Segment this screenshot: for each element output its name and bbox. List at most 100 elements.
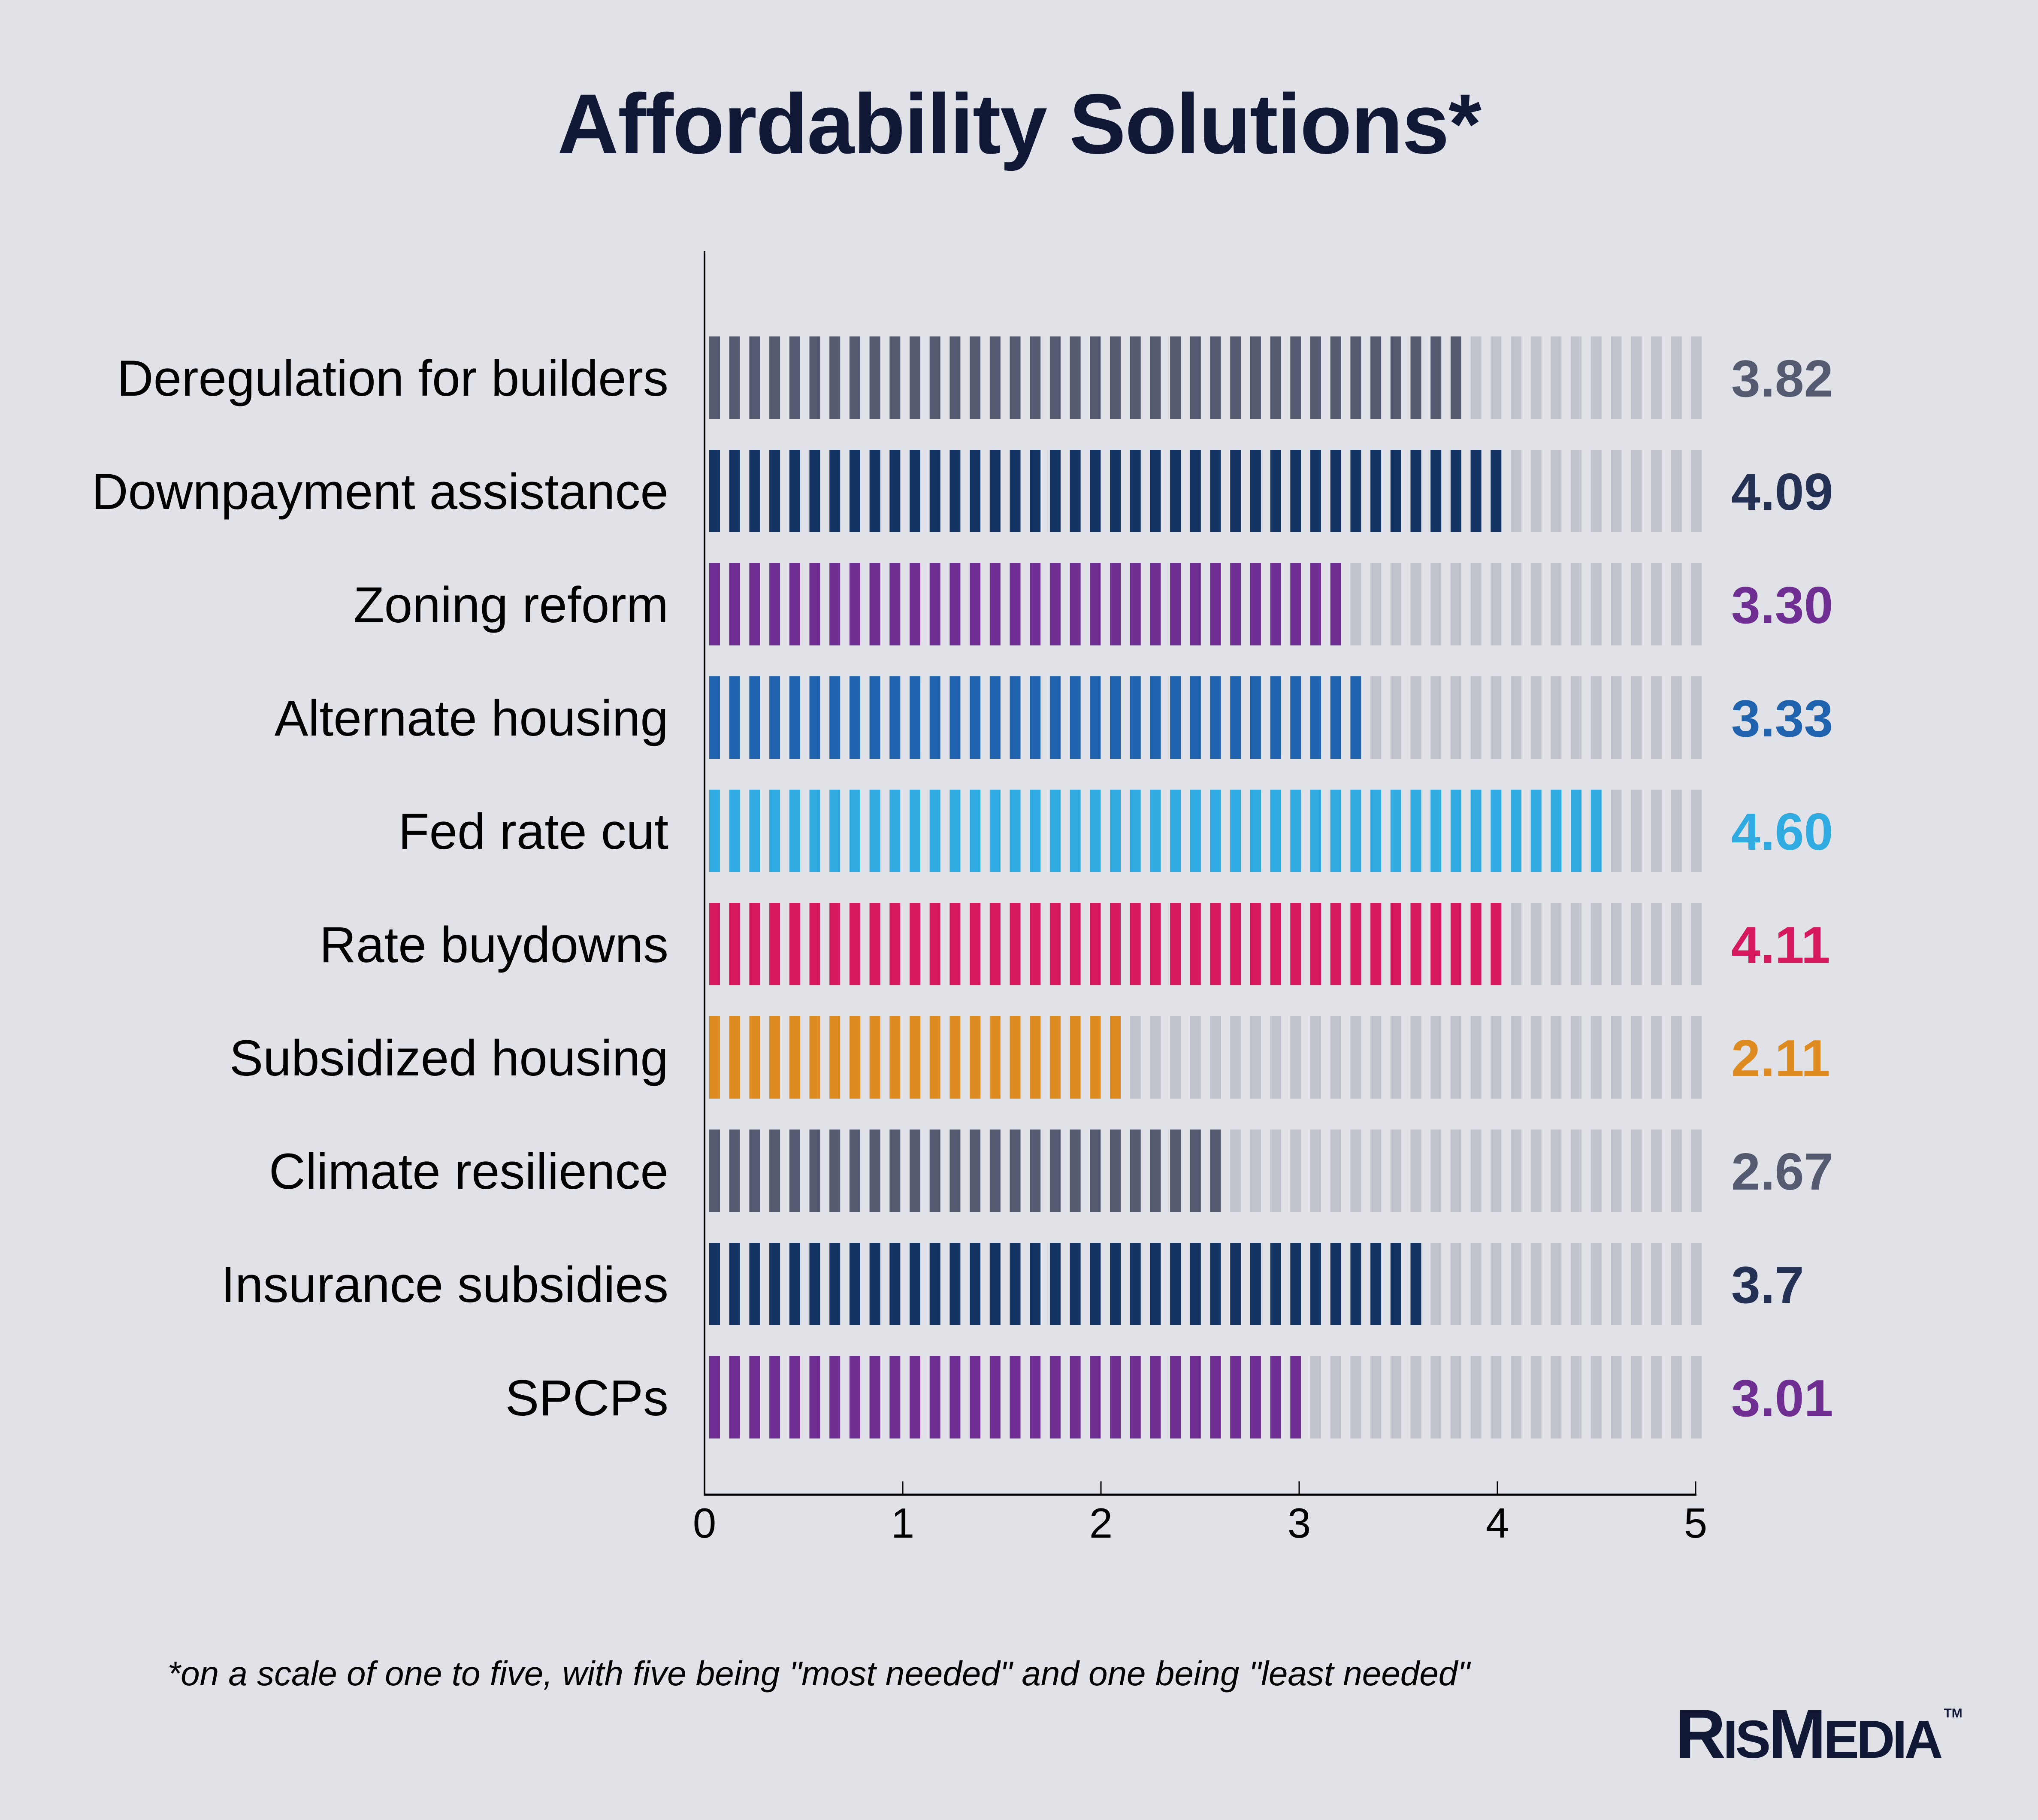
bar-stripe-track: [1230, 1016, 1241, 1099]
bar-stripe-filled: [1190, 1356, 1201, 1438]
bar-stripe-filled: [869, 450, 880, 532]
bar-stripe-filled: [989, 1130, 1001, 1212]
bar-stripe-filled: [709, 1356, 720, 1438]
bar-stripe-filled: [910, 336, 920, 419]
bar-stripe-filled: [1290, 563, 1301, 645]
bar-stripe-filled: [709, 676, 720, 759]
bar-stripe-filled: [1170, 1243, 1181, 1325]
bar-stripe-filled: [789, 1130, 800, 1212]
bar-stripe-filled: [849, 1016, 860, 1099]
bar-stripe-filled: [989, 1016, 1001, 1099]
bar-stripe-track: [1350, 1130, 1361, 1212]
bar-stripe-filled: [1090, 1243, 1101, 1325]
bar-stripe-filled: [1350, 790, 1361, 872]
bar-stripe-filled: [970, 563, 981, 645]
bar-stripe-track: [1691, 1016, 1702, 1099]
bar-stripe-track: [1491, 1016, 1502, 1099]
bar-stripe-filled: [1390, 450, 1401, 532]
bar-stripe-track: [1551, 1243, 1562, 1325]
bar-stripe-filled: [709, 563, 720, 645]
bar-stripe-filled: [1491, 790, 1502, 872]
bar-stripe-track: [1611, 563, 1622, 645]
bar-stripe-filled: [1270, 790, 1281, 872]
bar-stripe-filled: [1350, 1243, 1361, 1325]
bar-stripe-track: [1310, 1016, 1321, 1099]
bar-stripe-filled: [929, 450, 940, 532]
bar-stripe-track: [1410, 1130, 1421, 1212]
bar-stripe-filled: [1410, 1243, 1421, 1325]
bar-stripe-filled: [929, 336, 940, 419]
chart-title: Affordability Solutions*: [557, 76, 1482, 171]
bar-stripe-filled: [1049, 1356, 1061, 1438]
bar-stripe-filled: [1210, 1130, 1221, 1212]
bar-stripe-track: [1611, 1016, 1622, 1099]
bar-stripe-track: [1691, 450, 1702, 532]
bar-stripe-filled: [1010, 563, 1021, 645]
bar-stripe-filled: [1030, 676, 1041, 759]
rismedia-logo: RISMEDIA TM: [1675, 1699, 1962, 1769]
bar-stripe-filled: [1010, 676, 1021, 759]
bar-stripe-filled: [789, 790, 800, 872]
bar-stripe-filled: [849, 903, 860, 985]
bar-stripe-track: [1651, 790, 1662, 872]
bar-stripe-track: [1631, 1356, 1642, 1438]
bar-stripe-filled: [1010, 1130, 1021, 1212]
bar-stripe-track: [1290, 1130, 1301, 1212]
bar-stripe-filled: [949, 336, 961, 419]
bar-stripe-track: [1150, 1016, 1161, 1099]
bar-stripe-filled: [869, 790, 880, 872]
bar-stripe-filled: [1470, 790, 1482, 872]
bar-stripe-filled: [729, 903, 740, 985]
bar-stripe-filled: [709, 1243, 720, 1325]
bar-stripe-filled: [789, 1243, 800, 1325]
bar-stripe-filled: [1330, 563, 1341, 645]
bar-stripe-filled: [910, 1243, 920, 1325]
bar-stripe-track: [1470, 1130, 1482, 1212]
value-label: 3.7: [1731, 1256, 1804, 1314]
bar-stripe-filled: [869, 676, 880, 759]
bar-stripe-track: [1631, 563, 1642, 645]
bar-stripe-filled: [1310, 903, 1321, 985]
bar-stripe-filled: [729, 1130, 740, 1212]
bar-stripe-filled: [1250, 903, 1261, 985]
bar-stripe-track: [1491, 336, 1502, 419]
bar-stripe-filled: [1190, 450, 1201, 532]
bar-stripe-filled: [1110, 790, 1121, 872]
bar-stripe-track: [1691, 336, 1702, 419]
x-tick-label: 2: [1089, 1499, 1113, 1547]
bar-stripe-track: [1470, 563, 1482, 645]
bar-stripe-track: [1671, 1243, 1682, 1325]
bar-stripe-filled: [1130, 563, 1141, 645]
bar-stripe-filled: [970, 676, 981, 759]
bar-stripe-filled: [829, 450, 841, 532]
bar-stripe-filled: [749, 1243, 760, 1325]
x-tick-label: 4: [1486, 1499, 1509, 1547]
bar-stripe-filled: [1170, 450, 1181, 532]
bar-stripe-filled: [769, 790, 780, 872]
bar-stripe-filled: [1370, 450, 1382, 532]
bar-stripe-track: [1631, 1016, 1642, 1099]
bar-stripe-filled: [1150, 1356, 1161, 1438]
bar-stripe-filled: [749, 676, 760, 759]
bar-stripe-filled: [1390, 336, 1401, 419]
bar-stripe-filled: [749, 1130, 760, 1212]
bar-stripe-track: [1691, 790, 1702, 872]
bar-stripe-track: [1551, 336, 1562, 419]
bar: [709, 676, 1702, 759]
bar-stripe-filled: [809, 336, 820, 419]
bar-stripe-filled: [1230, 1356, 1241, 1438]
bar-stripe-filled: [1150, 1130, 1161, 1212]
bar-stripe-track: [1270, 1016, 1281, 1099]
bar-stripe-filled: [769, 1243, 780, 1325]
x-tick-label: 0: [693, 1499, 717, 1547]
bar-stripe-filled: [789, 336, 800, 419]
bar-stripe-track: [1530, 1130, 1542, 1212]
bar-stripe-filled: [729, 1356, 740, 1438]
bar-stripe-filled: [1070, 1130, 1081, 1212]
bar: [709, 1016, 1702, 1099]
bar-stripe-track: [1611, 676, 1622, 759]
bar-stripe-track: [1651, 1356, 1662, 1438]
bar-stripe-filled: [970, 1356, 981, 1438]
category-label: Deregulation for builders: [117, 350, 668, 407]
